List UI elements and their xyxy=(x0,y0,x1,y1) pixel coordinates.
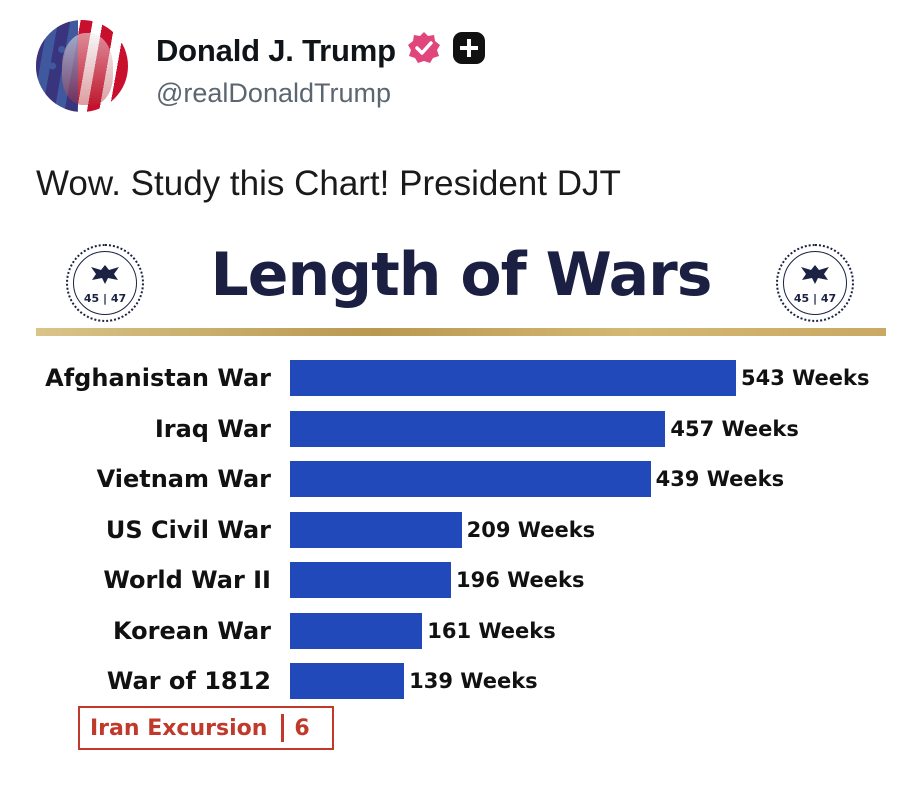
category-label: Afghanistan War xyxy=(45,364,271,392)
author-handle[interactable]: @realDonaldTrump xyxy=(156,78,391,108)
bar xyxy=(290,562,451,598)
post-text: Wow. Study this Chart! President DJT xyxy=(36,164,621,203)
bar xyxy=(290,612,423,649)
category-label: Korean War xyxy=(112,616,271,645)
value-label: 161 Weeks xyxy=(427,618,556,643)
value-label: 439 Weeks xyxy=(655,467,785,491)
value-label: 139 Weeks xyxy=(409,669,538,693)
iran-excursion-value: 6 xyxy=(294,715,310,741)
category-label: World War II xyxy=(103,566,271,594)
category-label: Vietnam War xyxy=(96,465,271,493)
category-label: War of 1812 xyxy=(106,667,271,695)
value-label: 196 Weeks xyxy=(455,568,585,592)
title-divider xyxy=(36,328,886,336)
bar xyxy=(290,360,736,396)
value-label: 457 Weeks xyxy=(670,416,799,441)
seal-left-icon: 45 | 47 xyxy=(66,244,144,322)
iran-excursion-box: Iran Excursion 6 xyxy=(78,706,334,750)
iran-excursion-label: Iran Excursion xyxy=(90,715,268,741)
avatar[interactable] xyxy=(36,20,128,112)
iran-excursion-divider xyxy=(281,714,285,742)
verified-badge-icon xyxy=(406,30,442,71)
chart-title: Length of Wars xyxy=(210,240,713,310)
plus-icon[interactable] xyxy=(452,31,486,70)
author-name[interactable]: Donald J. Trump xyxy=(156,32,396,68)
bar xyxy=(290,511,462,548)
category-label: Iraq War xyxy=(154,414,271,443)
seal-right-icon: 45 | 47 xyxy=(776,244,854,322)
bar xyxy=(290,663,405,699)
bar xyxy=(290,410,666,447)
author-row: Donald J. Trump xyxy=(156,30,486,71)
category-label: US Civil War xyxy=(105,515,271,544)
bar xyxy=(290,461,651,497)
chart-image: 45 | 47 45 | 47 Length of Wars Afghanist… xyxy=(36,226,886,776)
value-label: 543 Weeks xyxy=(741,366,870,390)
value-label: 209 Weeks xyxy=(466,517,596,542)
